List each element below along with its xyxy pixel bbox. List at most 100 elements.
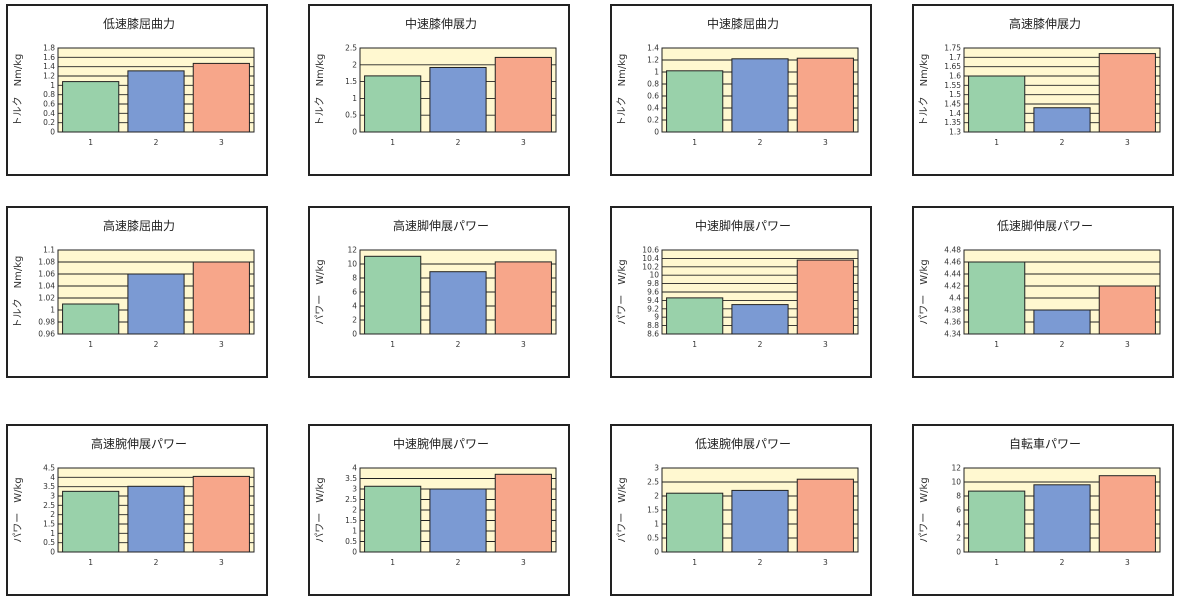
y-tick-label: 8.8 (647, 321, 659, 330)
y-tick-label: 4.44 (944, 270, 961, 279)
y-tick-label: 1.7 (949, 53, 961, 62)
y-tick-label: 4 (50, 473, 55, 482)
y-tick-label: 6 (352, 288, 357, 297)
y-tick-label: 1.5 (345, 516, 357, 525)
bar (127, 70, 185, 133)
x-tick-label: 2 (758, 340, 763, 349)
bar (968, 261, 1026, 335)
y-axis-label: パワー W/kg (918, 259, 930, 324)
y-tick-label: 9.4 (647, 296, 659, 305)
bar (364, 485, 422, 553)
x-tick-label: 1 (692, 138, 697, 147)
y-tick-label: 0.5 (345, 111, 357, 120)
y-tick-label: 1.5 (949, 90, 961, 99)
y-tick-label: 1.4 (949, 109, 961, 118)
chart-panel: 自転車パワー パワー W/kg 0 2 4 6 8 10 12 1 2 3 (912, 424, 1174, 596)
x-tick-label: 1 (88, 340, 93, 349)
x-tick-label: 3 (1125, 558, 1130, 567)
y-tick-label: 0.2 (43, 118, 55, 127)
y-tick-label: 1.2 (647, 56, 659, 65)
y-tick-label: 10 (951, 478, 961, 487)
y-tick-label: 2.5 (43, 501, 55, 510)
y-tick-label: 4.38 (944, 306, 961, 315)
x-tick-label: 3 (219, 558, 224, 567)
y-axis-label: パワー W/kg (314, 259, 326, 324)
bar (1033, 309, 1091, 335)
bar (731, 58, 789, 133)
y-tick-label: 0 (352, 128, 357, 137)
y-tick-label: 1 (50, 306, 55, 315)
y-tick-label: 0.96 (38, 330, 55, 339)
x-tick-label: 2 (456, 340, 461, 349)
y-tick-label: 0.6 (43, 100, 55, 109)
chart-panel: 中速膝屈曲力 トルク Nm/kg 0 0.2 0.4 0.6 0.8 1 1.2 1.4 1 2 3 (610, 4, 872, 176)
y-tick-label: 1.4 (43, 62, 55, 71)
x-tick-label: 1 (994, 340, 999, 349)
chart-title: 高速腕伸展パワー (91, 436, 187, 451)
y-tick-label: 9 (654, 313, 659, 322)
bar (62, 81, 120, 133)
y-tick-label: 0.5 (345, 537, 357, 546)
y-tick-label: 0.4 (43, 109, 55, 118)
y-tick-label: 12 (347, 246, 357, 255)
y-tick-label: 10.6 (642, 246, 659, 255)
y-tick-label: 0 (654, 548, 659, 557)
y-tick-label: 0 (352, 330, 357, 339)
y-tick-label: 2 (352, 316, 357, 325)
y-axis-label: トルク Nm/kg (918, 54, 930, 127)
y-axis-label: パワー W/kg (616, 259, 628, 324)
chart-title: 高速脚伸展パワー (393, 218, 489, 233)
x-tick-label: 3 (823, 340, 828, 349)
x-tick-label: 3 (521, 558, 526, 567)
y-tick-label: 1 (654, 520, 659, 529)
bar (1033, 484, 1091, 553)
bar (1098, 53, 1156, 133)
y-tick-label: 1.75 (944, 44, 961, 53)
x-tick-label: 1 (390, 138, 395, 147)
chart-panel: 高速膝屈曲力 トルク Nm/kg 0.96 0.98 1 1.02 1.04 1.06 1.08… (6, 206, 268, 378)
x-tick-label: 3 (1125, 138, 1130, 147)
y-tick-label: 1 (352, 527, 357, 536)
x-tick-label: 3 (521, 138, 526, 147)
y-tick-label: 2.5 (345, 44, 357, 53)
y-tick-label: 0.98 (38, 318, 55, 327)
y-tick-label: 3.5 (43, 482, 55, 491)
x-tick-label: 2 (154, 340, 159, 349)
y-axis-label: トルク Nm/kg (12, 54, 24, 127)
chart-title: 低速腕伸展パワー (695, 436, 791, 451)
y-axis-label: トルク Nm/kg (616, 54, 628, 127)
y-tick-label: 6 (956, 506, 961, 515)
bar (796, 478, 854, 553)
x-tick-label: 2 (456, 138, 461, 147)
y-tick-label: 1.45 (944, 100, 961, 109)
bar (364, 75, 422, 133)
x-tick-label: 3 (521, 340, 526, 349)
y-tick-label: 4 (956, 520, 961, 529)
y-tick-label: 1.06 (38, 270, 55, 279)
chart-panel: 中速膝伸展力 トルク Nm/kg 0 0.5 1 1.5 2 2.5 1 2 3 (308, 4, 570, 176)
chart-panel: 高速膝伸展力 トルク Nm/kg 1.3 1.35 1.4 1.45 1.5 1.55 1.6 1… (912, 4, 1174, 176)
bar (62, 490, 120, 553)
y-tick-label: 1 (50, 81, 55, 90)
y-tick-label: 4 (352, 464, 357, 473)
y-tick-label: 12 (951, 464, 961, 473)
y-tick-label: 8.6 (647, 330, 659, 339)
chart-panel: 高速腕伸展パワー パワー W/kg 0 0.5 1 1.5 2 2.5 3 3.5 4 4.5 1 2 3 (6, 424, 268, 596)
x-tick-label: 3 (219, 340, 224, 349)
bar (429, 488, 487, 553)
y-tick-label: 0.6 (647, 92, 659, 101)
x-tick-label: 2 (758, 558, 763, 567)
chart-panel: 高速脚伸展パワー パワー W/kg 0 2 4 6 8 10 12 1 2 3 (308, 206, 570, 378)
y-tick-label: 3.5 (345, 474, 357, 483)
x-tick-label: 1 (692, 558, 697, 567)
bar (731, 304, 789, 335)
y-tick-label: 10.2 (642, 262, 659, 271)
